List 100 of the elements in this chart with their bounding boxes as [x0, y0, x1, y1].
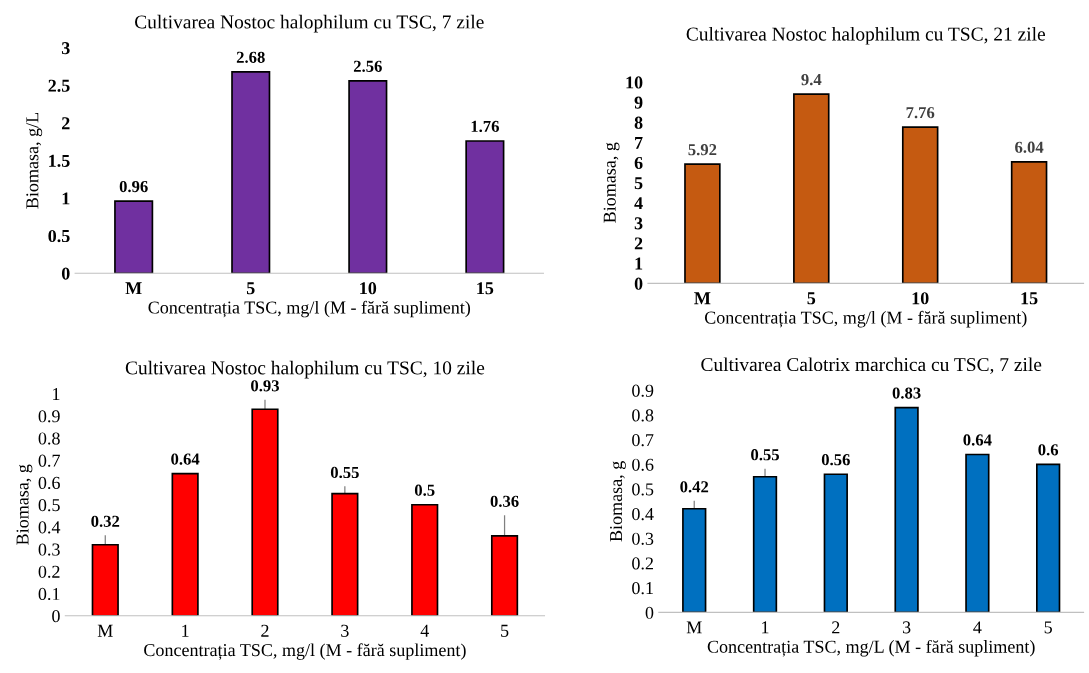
x-tick-label: 5: [1044, 621, 1052, 634]
y-tick-label: 0.8: [38, 432, 60, 445]
y-tick-label: 0.1: [632, 582, 653, 595]
y-tick-label: 0.1: [38, 587, 60, 601]
y-tick-label: 0.5: [38, 499, 60, 512]
y-tick-label: 0.7: [38, 454, 60, 467]
data-label: 5.92: [688, 144, 717, 156]
y-tick-label: 5: [634, 177, 643, 190]
x-tick-label: 10: [912, 292, 929, 305]
chart-title: Cultivarea Nostoc halophilum cu TSC, 21 zile: [686, 26, 1046, 45]
bar: [331, 492, 359, 616]
data-label: 0.55: [751, 449, 779, 461]
bar: [1010, 160, 1048, 284]
data-label: 0.64: [171, 453, 200, 465]
y-tick-label: 0.2: [38, 565, 60, 578]
y-tick-label: 0.8: [632, 409, 654, 422]
x-axis-title: Concentrația TSC, mg/l (M - fără supliment): [148, 300, 471, 318]
data-label: 9.4: [801, 74, 822, 86]
x-tick-label: M: [125, 282, 142, 295]
chart-title: Cultivarea Nostoc halophilum cu TSC, 7 zile: [135, 14, 484, 33]
bar: [793, 93, 830, 284]
x-axis-title: Concentrația TSC, mg/L (M - fără supliment): [707, 639, 1035, 657]
x-tick-label: 4: [973, 621, 982, 634]
bar: [490, 535, 519, 616]
x-tick-label: M: [97, 624, 113, 637]
y-tick-label: 8: [634, 116, 643, 129]
data-label: 0.5: [414, 484, 435, 496]
data-label: 0.56: [821, 454, 850, 466]
y-tick-label: 0.5: [48, 229, 70, 243]
y-tick-label: 1.5: [49, 154, 70, 168]
bar: [752, 475, 778, 613]
bar: [1036, 463, 1061, 613]
y-tick-label: 4: [634, 197, 643, 210]
y-tick-label: 0.5: [632, 483, 654, 496]
x-tick-label: 1: [762, 621, 769, 634]
x-axis-title: Concentrația TSC, mg/l (M - fără supliment): [144, 643, 466, 660]
bar: [465, 140, 505, 274]
y-tick-label: 0: [52, 610, 60, 623]
data-label: 0.36: [490, 495, 519, 507]
y-tick-label: 3: [61, 42, 70, 55]
y-tick-label: 0.6: [632, 458, 654, 471]
x-tick-label: 10: [360, 282, 377, 295]
y-tick-label: 2: [62, 117, 70, 130]
y-tick-label: 2.5: [48, 79, 70, 92]
bar: [348, 80, 388, 274]
y-tick-label: 0.4: [38, 521, 61, 534]
bar: [682, 507, 707, 613]
y-axis-title: Biomasa, g: [610, 461, 626, 542]
data-label: 0.96: [119, 180, 148, 193]
chart-title: Cultivarea Calotrix marchica cu TSC, 7 zile: [701, 357, 1042, 374]
x-tick-label: 15: [1021, 292, 1038, 305]
y-tick-label: 1: [62, 192, 70, 205]
bar: [91, 543, 119, 616]
data-label: 2.68: [236, 51, 265, 63]
y-axis-title: Biomasa, g: [603, 142, 620, 223]
x-tick-label: M: [694, 292, 711, 305]
bar: [901, 126, 939, 284]
data-label: 6.04: [1015, 141, 1044, 153]
data-label: 0.64: [963, 434, 992, 446]
y-tick-label: 0.4: [632, 507, 654, 521]
x-tick-label: 3: [341, 624, 349, 637]
y-tick-label: 2: [634, 237, 643, 250]
y-tick-label: 6: [634, 156, 643, 170]
y-axis-title: Biomasa, g/L: [26, 112, 43, 209]
x-tick-label: 1: [182, 624, 189, 637]
y-tick-label: 0.9: [38, 410, 60, 423]
data-label: 0.42: [680, 481, 709, 493]
y-tick-label: 0.9: [632, 384, 654, 397]
data-label: 0.93: [251, 380, 279, 392]
y-tick-label: 0.6: [38, 476, 60, 490]
data-label: 0.83: [892, 387, 921, 399]
data-label: 2.56: [353, 60, 382, 72]
data-label: 1.76: [471, 120, 499, 133]
data-label: 0.55: [330, 466, 359, 479]
y-tick-label: 0.7: [632, 433, 654, 447]
y-tick-label: 0.2: [632, 557, 653, 570]
x-tick-label: M: [686, 621, 702, 634]
bar: [894, 406, 919, 613]
chart-title: Cultivarea Nostoc halophilum cu TSC, 10 zile: [125, 360, 485, 379]
y-tick-label: 0: [61, 267, 70, 280]
x-tick-label: 3: [902, 621, 911, 634]
x-tick-label: 5: [807, 292, 816, 305]
x-tick-label: 4: [420, 624, 429, 637]
y-tick-label: 1: [635, 257, 643, 270]
bar: [251, 408, 279, 616]
bar: [114, 200, 154, 274]
y-tick-label: 0: [634, 277, 643, 290]
bar: [411, 503, 439, 616]
y-tick-label: 9: [634, 96, 643, 109]
bar: [823, 473, 848, 613]
y-tick-label: 7: [635, 136, 643, 149]
y-tick-label: 1: [53, 388, 60, 400]
y-axis-title: Biomasa, g: [16, 464, 33, 545]
x-axis-title: Concentrația TSC, mg/l (M - fără supliment): [704, 310, 1027, 328]
x-tick-label: 2: [261, 624, 269, 637]
y-tick-label: 0: [645, 606, 654, 619]
bar: [684, 163, 721, 284]
bar: [965, 453, 990, 613]
y-tick-label: 0.3: [38, 543, 60, 556]
data-label: 0.32: [91, 515, 120, 527]
